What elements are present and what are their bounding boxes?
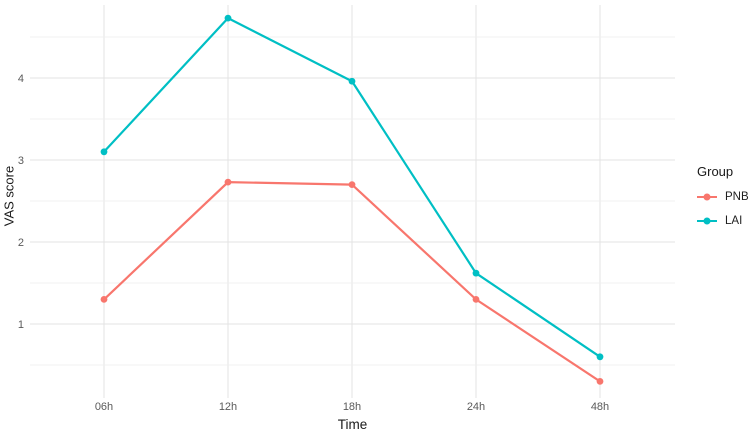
legend-item-lai: LAI (697, 209, 749, 233)
x-tick-label: 12h (219, 401, 237, 413)
y-tick-label: 3 (18, 155, 24, 167)
x-tick-label: 48h (591, 401, 609, 413)
legend-title: Group (697, 164, 734, 179)
data-point-lai (224, 14, 232, 22)
legend-label: LAI (725, 215, 743, 227)
legend-key-icon (697, 190, 717, 204)
legend-key-dot (703, 217, 711, 225)
data-point-pnb (472, 296, 480, 303)
legend-items: PNB LAI (697, 185, 749, 233)
x-tick-label: 24h (467, 401, 485, 413)
x-axis-title: Time (337, 417, 368, 432)
legend-item-pnb: PNB (697, 185, 749, 209)
data-point-pnb (100, 296, 108, 303)
legend-label: PNB (725, 191, 749, 203)
x-tick-label: 06h (95, 401, 113, 413)
data-point-pnb (224, 178, 232, 186)
data-point-lai (596, 353, 604, 361)
data-point-lai (348, 77, 356, 85)
y-axis-title: VAS score (1, 165, 17, 227)
data-point-lai (472, 269, 480, 277)
y-tick-label: 4 (18, 73, 24, 85)
legend-key-icon (697, 214, 717, 228)
x-tick-label: 18h (343, 401, 361, 413)
legend-key-dot (703, 193, 711, 201)
y-tick-label: 2 (18, 237, 24, 249)
data-point-lai (100, 148, 108, 156)
y-tick-label: 1 (18, 319, 24, 331)
legend: Group PNB LAI (697, 164, 749, 233)
data-point-pnb (596, 378, 604, 385)
data-point-pnb (348, 181, 356, 189)
